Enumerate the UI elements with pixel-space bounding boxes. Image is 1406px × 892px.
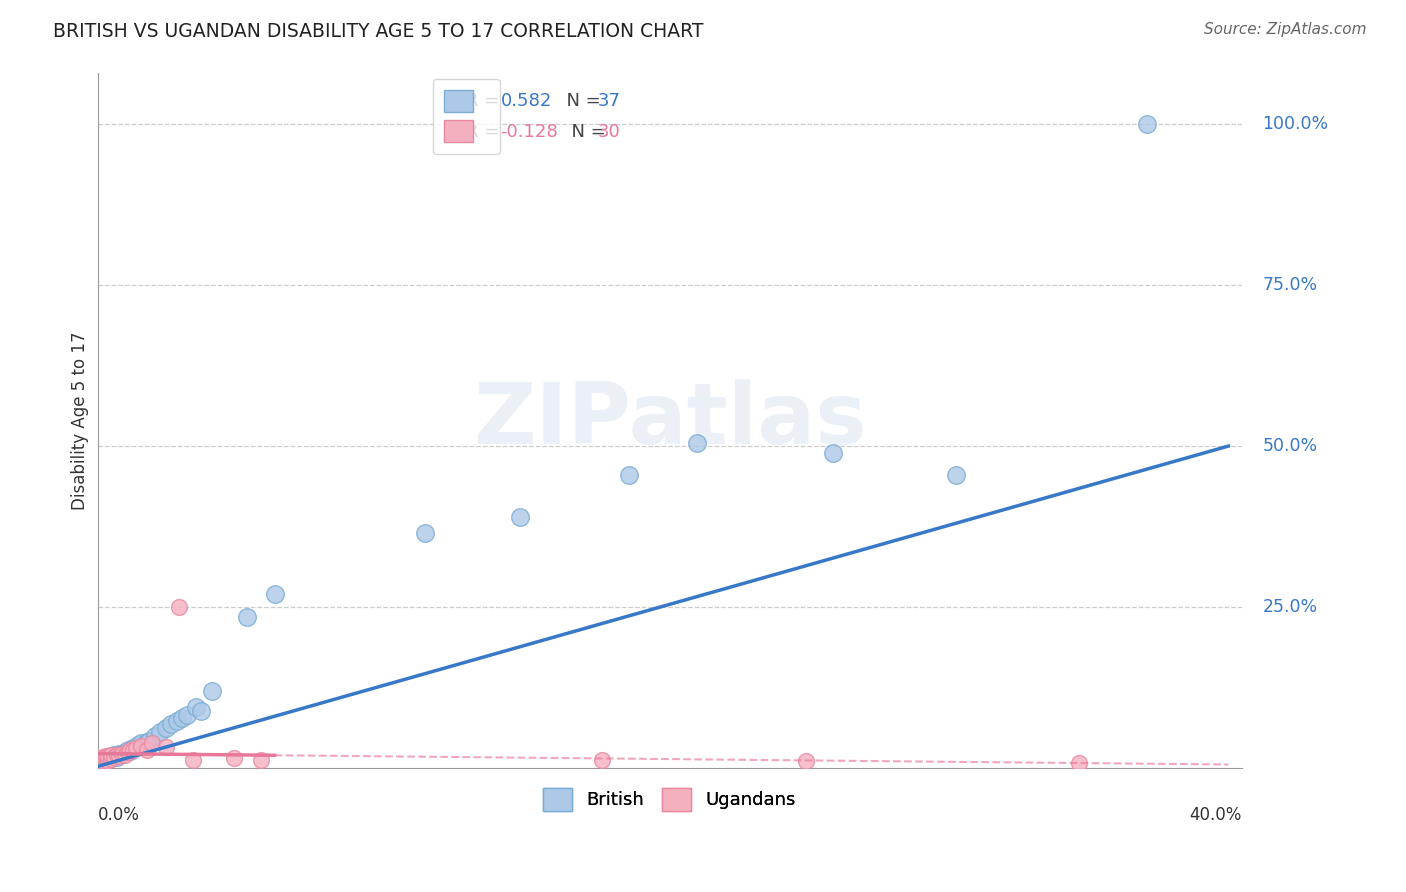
- Point: [100, 749, 122, 764]
- Point: [686, 435, 709, 450]
- Point: [129, 736, 152, 750]
- Point: [250, 753, 273, 767]
- Point: [114, 745, 136, 759]
- Point: [181, 753, 204, 767]
- Point: [155, 721, 177, 735]
- Text: BRITISH VS UGANDAN DISABILITY AGE 5 TO 17 CORRELATION CHART: BRITISH VS UGANDAN DISABILITY AGE 5 TO 1…: [53, 22, 704, 41]
- Point: [823, 445, 845, 459]
- Point: [97, 749, 120, 764]
- Point: [1136, 118, 1159, 132]
- Point: [138, 733, 160, 747]
- Point: [201, 683, 224, 698]
- Point: [117, 743, 139, 757]
- Text: 50.0%: 50.0%: [1263, 437, 1317, 455]
- Point: [100, 752, 122, 766]
- Point: [97, 751, 120, 765]
- Text: 37: 37: [598, 92, 620, 110]
- Text: -0.128: -0.128: [501, 123, 558, 141]
- Point: [86, 756, 108, 770]
- Point: [111, 747, 134, 761]
- Point: [103, 749, 125, 764]
- Point: [222, 751, 245, 765]
- Point: [97, 754, 120, 768]
- Text: 100.0%: 100.0%: [1263, 115, 1329, 134]
- Point: [120, 743, 142, 757]
- Point: [120, 744, 142, 758]
- Text: 30: 30: [598, 123, 620, 141]
- Point: [122, 741, 145, 756]
- Point: [91, 750, 114, 764]
- Point: [117, 745, 139, 759]
- Point: [105, 747, 128, 762]
- Point: [166, 714, 188, 729]
- Point: [169, 599, 191, 614]
- Point: [509, 509, 531, 524]
- Text: 75.0%: 75.0%: [1263, 277, 1317, 294]
- Point: [591, 753, 613, 767]
- Point: [105, 749, 128, 764]
- Point: [122, 742, 145, 756]
- Point: [945, 468, 967, 483]
- Point: [236, 609, 259, 624]
- Point: [94, 749, 117, 764]
- Y-axis label: Disability Age 5 to 17: Disability Age 5 to 17: [72, 331, 89, 509]
- Point: [263, 587, 285, 601]
- Point: [413, 525, 436, 540]
- Text: 0.582: 0.582: [501, 92, 551, 110]
- Point: [89, 753, 111, 767]
- Point: [89, 756, 111, 770]
- Point: [170, 710, 193, 724]
- Point: [1067, 756, 1090, 771]
- Point: [125, 740, 148, 755]
- Point: [94, 752, 117, 766]
- Point: [184, 699, 207, 714]
- Text: ZIPatlas: ZIPatlas: [472, 379, 866, 462]
- Point: [108, 749, 131, 764]
- Point: [617, 468, 640, 483]
- Text: 25.0%: 25.0%: [1263, 598, 1317, 615]
- Point: [91, 754, 114, 768]
- Text: N =: N =: [555, 92, 607, 110]
- Point: [111, 747, 134, 762]
- Point: [794, 754, 817, 768]
- Point: [94, 752, 117, 766]
- Legend: British, Ugandans: British, Ugandans: [536, 781, 803, 818]
- Point: [141, 736, 163, 750]
- Point: [125, 741, 148, 756]
- Text: R =: R =: [465, 123, 505, 141]
- Point: [190, 704, 212, 718]
- Point: [135, 742, 157, 756]
- Text: Source: ZipAtlas.com: Source: ZipAtlas.com: [1204, 22, 1367, 37]
- Point: [135, 735, 157, 749]
- Point: [160, 717, 183, 731]
- Point: [129, 739, 152, 754]
- Point: [103, 747, 125, 762]
- Point: [176, 708, 198, 723]
- Point: [127, 738, 149, 752]
- Point: [143, 729, 166, 743]
- Text: 0.0%: 0.0%: [97, 805, 139, 824]
- Text: N =: N =: [560, 123, 612, 141]
- Point: [100, 747, 122, 762]
- Point: [149, 725, 172, 739]
- Point: [114, 747, 136, 762]
- Point: [91, 754, 114, 768]
- Text: 40.0%: 40.0%: [1189, 805, 1241, 824]
- Text: R =: R =: [465, 92, 505, 110]
- Point: [155, 740, 177, 755]
- Point: [108, 747, 131, 761]
